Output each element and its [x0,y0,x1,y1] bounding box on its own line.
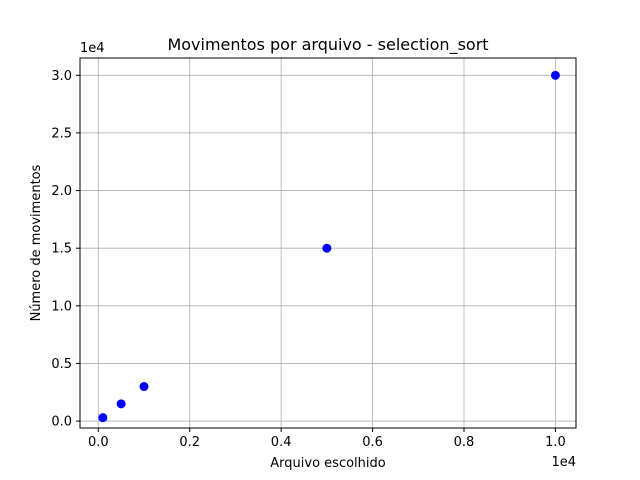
x-tick-label: 1.0 [545,435,566,450]
y-tick-label: 0.5 [51,357,72,372]
data-point [322,243,332,253]
y-axis-label: Número de movimentos [29,164,44,321]
x-axis-label: Arquivo escolhido [270,456,385,471]
plot-frame [79,57,577,429]
data-points [98,70,560,423]
data-point [550,70,560,80]
x-tick-label: 0.4 [271,435,292,450]
x-tick-label: 0.8 [454,435,475,450]
data-point [139,382,149,392]
y-axis-offset-label: 1e4 [80,41,105,56]
x-tick-label: 0.2 [179,435,200,450]
data-point [98,413,108,423]
y-tick-label: 1.0 [51,299,72,314]
y-tick-label: 2.5 [51,126,72,141]
data-point [116,399,126,409]
x-axis-offset-label: 1e4 [551,455,576,470]
y-tick-label: 0.0 [51,415,72,430]
chart-title: Movimentos por arquivo - selection_sort [167,35,488,55]
y-tick-label: 2.0 [51,184,72,199]
x-tick-label: 0.0 [88,435,109,450]
x-tick-label: 0.6 [362,435,383,450]
y-tick-label: 1.5 [51,242,72,257]
y-tick-label: 3.0 [51,69,72,84]
axis-ticks: 0.0 0.2 0.4 0.6 0.8 1.0 0.0 0.5 1.0 1.5 2.0 2.5 3.0 [51,69,565,450]
grid [80,58,576,428]
